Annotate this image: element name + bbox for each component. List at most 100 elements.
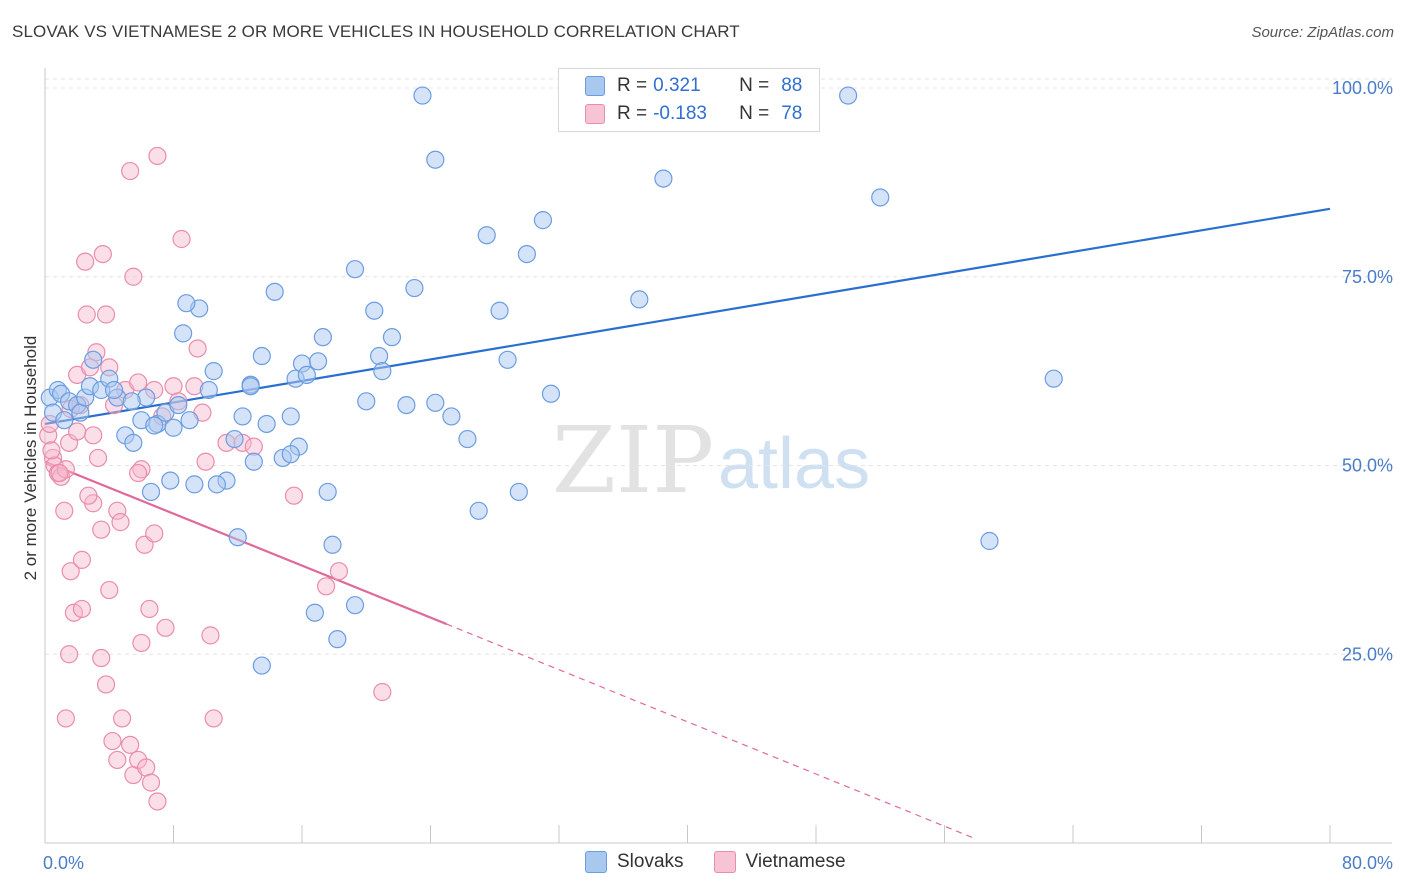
slovak-point — [252, 346, 271, 366]
slovak-point — [281, 445, 300, 464]
r-label: R = — [617, 75, 648, 96]
slovak-point — [180, 411, 199, 430]
slovak-point — [145, 416, 164, 435]
y-tick-label: 25.0% — [1342, 644, 1393, 664]
slovak-point — [541, 384, 561, 403]
slovak-point — [328, 630, 347, 649]
vietnamese-point — [204, 709, 223, 728]
slovak-point — [122, 392, 141, 411]
vietnamese-point — [129, 373, 148, 392]
vietnamese-point — [172, 229, 191, 249]
vietnamese-point — [188, 339, 207, 358]
slovak-point — [469, 501, 488, 520]
vietnamese-point — [72, 550, 92, 569]
series-legend: Slovaks Vietnamese — [585, 851, 876, 873]
watermark-atlas: atlas — [718, 424, 870, 504]
r-value: 0.321 — [653, 75, 701, 96]
vietnamese-point — [108, 750, 127, 770]
slovak-point — [323, 535, 342, 554]
vietnamese-point — [196, 452, 215, 471]
legend-item-slovaks[interactable]: Slovaks — [585, 851, 684, 873]
vietnamese-point — [373, 682, 392, 702]
slovak-point — [370, 346, 389, 366]
vietnamese-point — [72, 599, 92, 619]
vietnamese-point — [164, 377, 183, 396]
vietnamese-point — [284, 486, 304, 505]
vietnamese-point — [108, 501, 127, 520]
vietnamese-point — [316, 577, 336, 596]
slovak-point — [252, 656, 271, 675]
slovak-point — [177, 294, 196, 313]
vietnamese-point — [148, 146, 167, 166]
vietnamese-point — [121, 735, 140, 754]
vietnamese-point — [244, 437, 263, 456]
slovak-point — [871, 188, 890, 207]
vietnamese-point — [55, 501, 74, 520]
slovak-point — [1044, 369, 1063, 388]
slovak-point — [373, 362, 392, 381]
slovak-point — [365, 301, 384, 320]
vietnamese-point — [39, 426, 58, 445]
slovaks-swatch — [585, 851, 607, 873]
legend-label-slovaks: Slovaks — [617, 851, 684, 872]
vietnamese-point — [79, 486, 98, 505]
slovak-point — [345, 260, 365, 279]
vietnamese-point — [96, 675, 116, 694]
slovak-point — [265, 282, 284, 301]
slovak-point — [124, 433, 143, 452]
vietnamese-point — [50, 463, 69, 483]
vietnamese-point — [132, 633, 151, 653]
slovak-point — [357, 392, 376, 411]
slovak-point — [382, 328, 402, 347]
trend-lines — [44, 207, 1331, 840]
slovak-point — [241, 377, 260, 396]
vietnamese-point — [77, 305, 96, 324]
slovak-points — [40, 82, 1063, 675]
vietnamese-point — [156, 618, 175, 637]
y-tick-label: 75.0% — [1342, 267, 1393, 287]
slovak-point — [397, 396, 416, 415]
n-value: 88 — [781, 75, 803, 96]
slovak-point — [199, 380, 218, 400]
vietnamese-trend-extension — [446, 623, 977, 840]
slovak-point — [233, 407, 252, 426]
vietnamese-point — [61, 562, 80, 581]
vietnamese-point — [129, 463, 148, 483]
chart-title: SLOVAK VS VIETNAMESE 2 OR MORE VEHICLES … — [12, 22, 740, 41]
slovak-point — [204, 362, 223, 381]
vietnamese-trend-line — [44, 460, 447, 626]
slovak-point — [228, 528, 247, 547]
slovak-point — [174, 324, 193, 343]
slovak-point — [458, 429, 477, 449]
slovak-point — [509, 482, 528, 502]
vietnamese-point — [56, 709, 75, 728]
slovak-point — [980, 531, 999, 551]
vietnamese-point — [112, 709, 132, 728]
slovak-point — [297, 365, 316, 384]
slovak-point — [169, 396, 188, 415]
n-label: N = — [739, 103, 770, 124]
x-tick-label: 0.0% — [43, 853, 84, 873]
slovak-point — [426, 150, 445, 169]
slovak-point — [185, 475, 204, 494]
r-label: R = — [617, 103, 648, 124]
r-value: -0.183 — [653, 103, 707, 124]
slovak-point — [477, 226, 496, 245]
slovak-point — [281, 407, 300, 426]
vietnamese-point — [93, 245, 112, 264]
vietnamese-point — [121, 161, 140, 181]
slovak-point — [55, 411, 74, 430]
slovak-point — [442, 407, 461, 426]
vietnamese-point — [88, 448, 108, 468]
slovak-point — [490, 301, 509, 320]
slovak-point — [305, 603, 324, 622]
legend-item-vietnamese[interactable]: Vietnamese — [713, 851, 846, 873]
vietnamese-swatch — [585, 104, 605, 124]
vietnamese-point — [111, 513, 130, 532]
n-value: 78 — [781, 103, 803, 124]
vietnamese-point — [140, 599, 159, 619]
slovak-point — [257, 414, 276, 434]
watermark-zip: ZIP — [552, 407, 714, 514]
vietnamese-swatch — [713, 851, 736, 873]
slovak-point — [405, 278, 424, 298]
